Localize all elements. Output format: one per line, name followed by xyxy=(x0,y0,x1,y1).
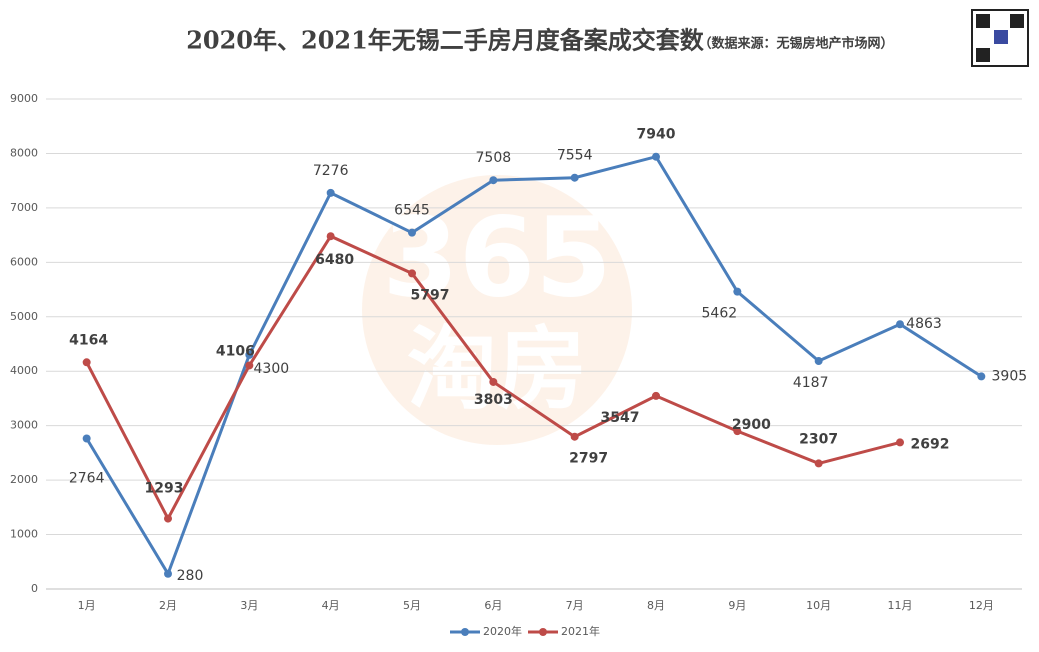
chart-subtitle: （数据来源：无锡房地产市场网） xyxy=(698,36,893,52)
point xyxy=(814,357,823,366)
x-tick-label: 3月 xyxy=(240,599,258,612)
point xyxy=(408,228,416,237)
x-tick-label: 6月 xyxy=(484,599,502,612)
data-label: 3547 xyxy=(601,410,640,426)
data-label: 7508 xyxy=(476,150,512,166)
y-tick-label: 5000 xyxy=(10,310,38,323)
point xyxy=(82,434,91,443)
y-tick-label: 0 xyxy=(31,582,38,595)
watermark: 365 淘房 xyxy=(362,175,632,445)
x-tick-label: 7月 xyxy=(566,599,584,612)
point xyxy=(82,358,91,367)
data-label: 6480 xyxy=(315,252,354,268)
y-tick-label: 2000 xyxy=(10,473,38,486)
point xyxy=(164,569,172,578)
point xyxy=(489,176,498,185)
point xyxy=(326,232,335,241)
data-label: 7554 xyxy=(557,148,593,164)
legend-marker xyxy=(461,628,469,636)
data-label: 2764 xyxy=(69,471,105,487)
x-tick-label: 4月 xyxy=(322,599,340,612)
y-tick-label: 6000 xyxy=(10,255,38,268)
watermark-text: 365 xyxy=(382,193,612,321)
point xyxy=(570,432,579,441)
data-label: 2797 xyxy=(569,451,608,467)
data-label: 5797 xyxy=(411,287,450,303)
point xyxy=(570,173,579,182)
y-tick-label: 1000 xyxy=(10,528,38,541)
y-tick-label: 4000 xyxy=(10,364,38,377)
y-tick-label: 9000 xyxy=(10,92,38,105)
x-tick-label: 10月 xyxy=(806,599,831,612)
x-tick-label: 12月 xyxy=(969,599,994,612)
point xyxy=(408,269,416,278)
x-tick-label: 5月 xyxy=(403,599,421,612)
data-label: 3803 xyxy=(474,392,513,408)
data-label: 2307 xyxy=(799,431,838,447)
data-label: 4300 xyxy=(254,361,290,377)
data-label: 7940 xyxy=(637,127,676,143)
point xyxy=(896,320,904,329)
chart-title: 2020年、2021年无锡二手房月度备案成交套数 xyxy=(186,26,705,55)
watermark-circle xyxy=(362,175,632,445)
data-label: 2692 xyxy=(911,436,950,452)
point xyxy=(164,514,172,523)
data-label: 2900 xyxy=(732,417,771,433)
x-tick-label: 1月 xyxy=(78,599,96,612)
point xyxy=(326,188,335,197)
legend-label: 2020年 xyxy=(483,624,522,638)
data-label: 4164 xyxy=(69,332,108,348)
data-label: 3905 xyxy=(992,368,1028,384)
point xyxy=(245,350,254,359)
data-label: 280 xyxy=(177,568,204,584)
point xyxy=(733,287,742,296)
data-label: 4863 xyxy=(906,316,942,332)
x-tick-label: 9月 xyxy=(728,599,746,612)
point xyxy=(977,372,986,381)
point xyxy=(733,427,742,436)
point xyxy=(896,438,904,447)
point xyxy=(652,391,660,400)
point xyxy=(245,361,254,370)
data-label: 4187 xyxy=(793,375,829,391)
point xyxy=(652,152,660,161)
data-label: 1293 xyxy=(145,481,184,497)
legend-label: 2021年 xyxy=(561,624,600,638)
x-tick-label: 2月 xyxy=(159,599,177,612)
point xyxy=(814,459,823,468)
y-tick-label: 7000 xyxy=(10,201,38,214)
y-tick-label: 8000 xyxy=(10,146,38,159)
y-tick-label: 3000 xyxy=(10,419,38,432)
data-label: 5462 xyxy=(702,306,738,322)
legend-marker xyxy=(539,628,547,636)
data-label: 4106 xyxy=(216,343,255,359)
point xyxy=(489,377,498,386)
watermark-text: 淘房 xyxy=(407,317,587,422)
x-tick-label: 11月 xyxy=(888,599,913,612)
x-tick-label: 8月 xyxy=(647,599,665,612)
data-label: 6545 xyxy=(394,203,430,219)
qr-code xyxy=(971,9,1029,67)
data-label: 7276 xyxy=(313,163,349,179)
